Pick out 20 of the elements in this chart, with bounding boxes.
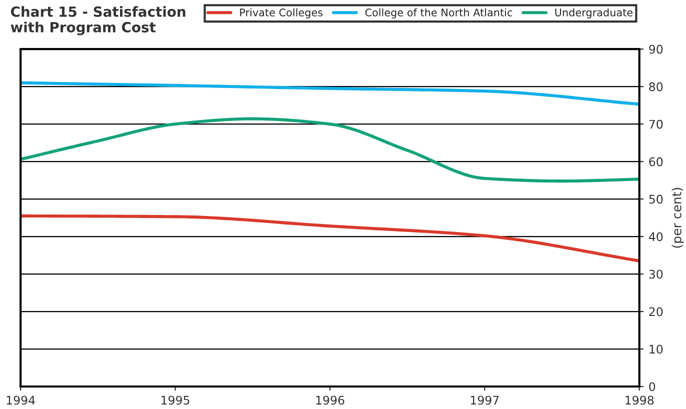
x-tick-label: 1998 bbox=[626, 396, 654, 405]
y-tick-label: 70 bbox=[649, 120, 663, 129]
y-tick-label: 0 bbox=[649, 382, 656, 392]
x-tick-label: 1997 bbox=[470, 396, 499, 405]
y-axis-title: (per cent) bbox=[672, 188, 684, 248]
legend-label: Private Colleges bbox=[240, 8, 323, 18]
chart-title: Chart 15 - Satisfaction with Program Cost bbox=[10, 6, 186, 36]
y-tick-label: 10 bbox=[650, 344, 663, 354]
legend-label: College of the North Atlantic bbox=[365, 8, 512, 18]
x-tick-label: 1995 bbox=[162, 396, 190, 405]
x-tick-label: 1996 bbox=[316, 396, 344, 405]
y-tick-label: 20 bbox=[649, 307, 663, 316]
legend-label: Undergraduate bbox=[555, 8, 633, 18]
y-tick-label: 40 bbox=[648, 232, 663, 242]
y-tick-label: 80 bbox=[649, 82, 663, 92]
y-tick-label: 90 bbox=[649, 44, 663, 54]
y-tick-label: 50 bbox=[649, 194, 663, 204]
y-tick-label: 60 bbox=[649, 157, 663, 166]
y-tick-label: 30 bbox=[649, 270, 663, 279]
x-tick-label: 1994 bbox=[6, 396, 35, 405]
